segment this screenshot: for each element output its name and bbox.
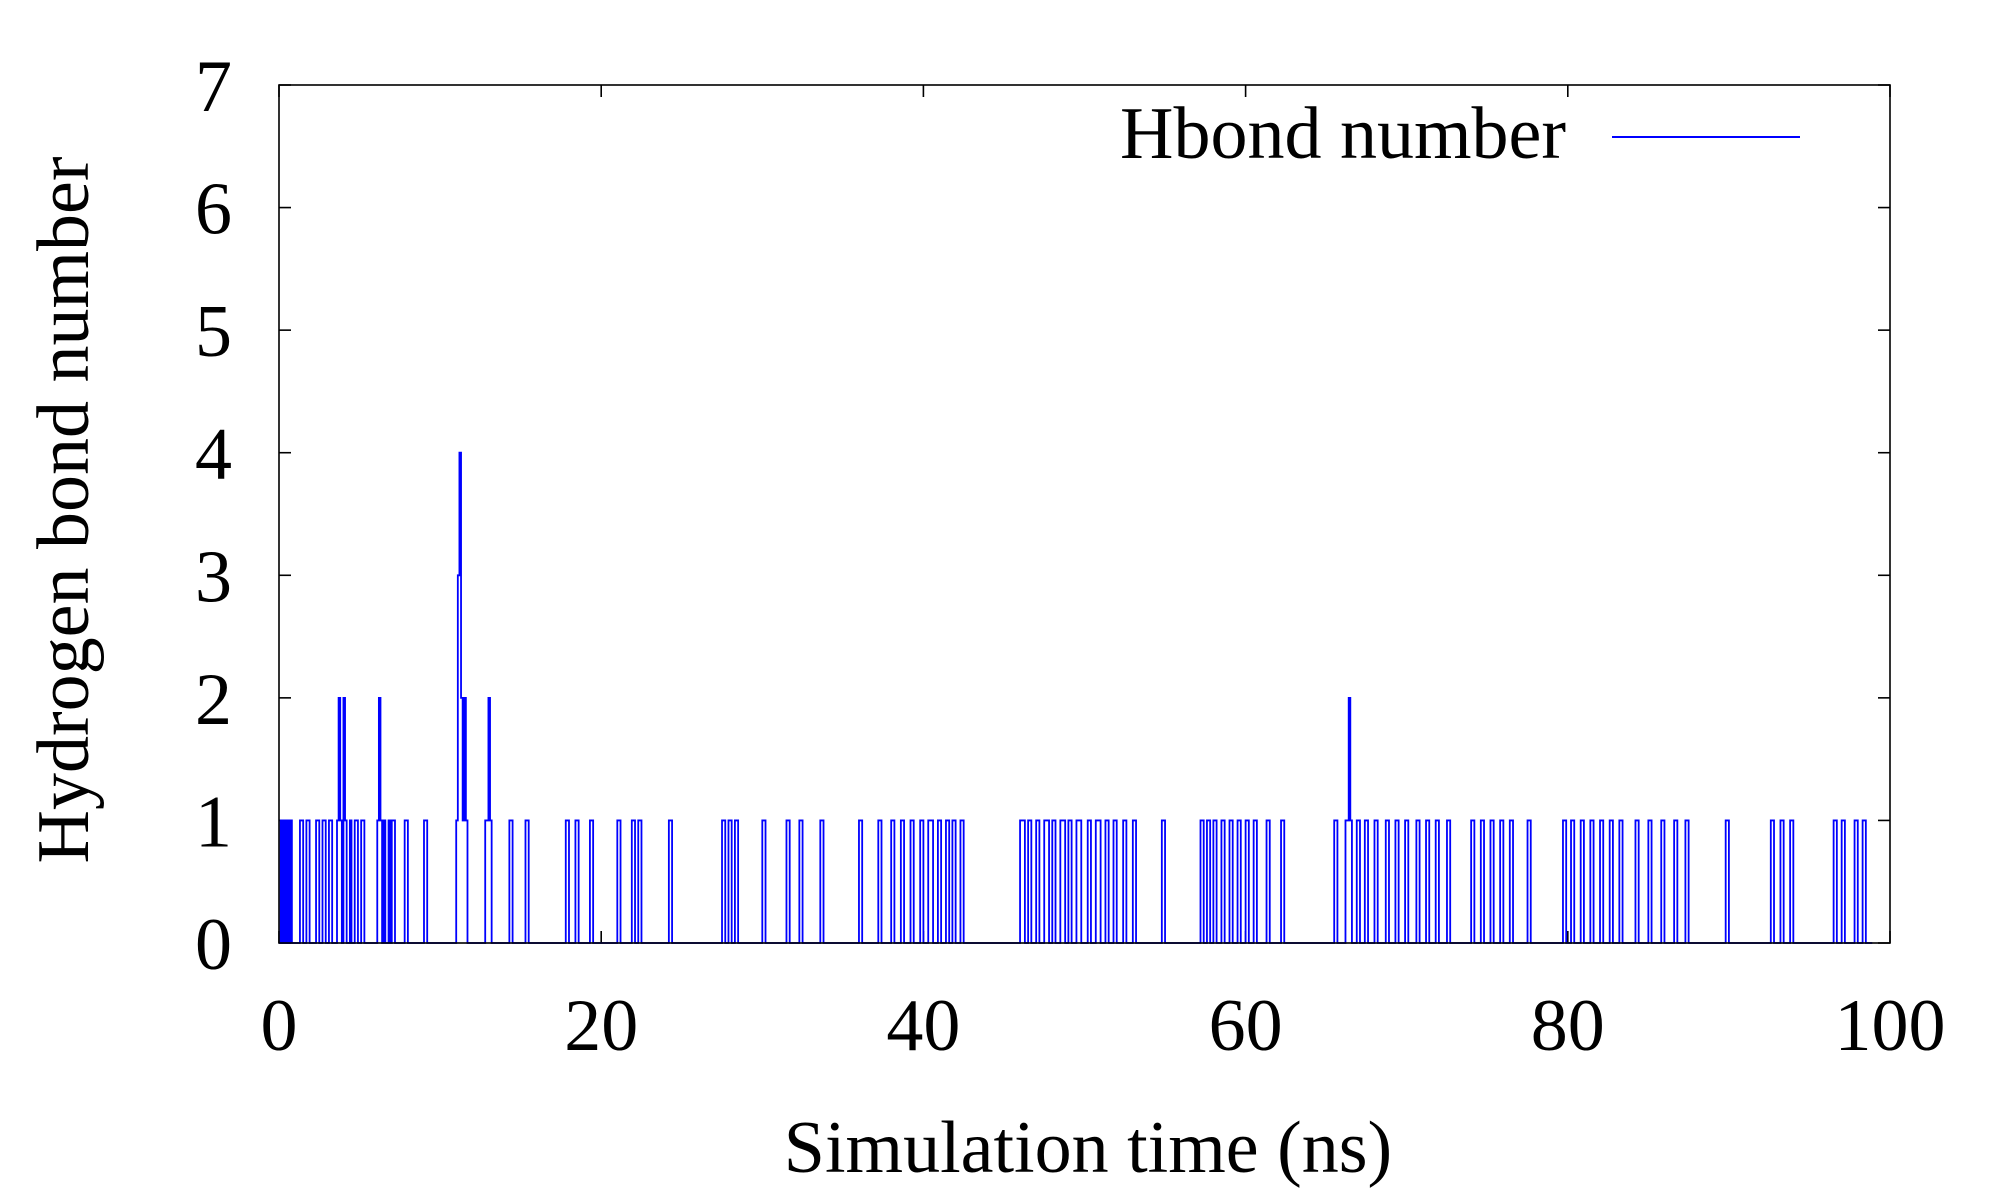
series-line-hbond-number [279, 451, 1873, 944]
x-tick-label: 20 [564, 985, 638, 1067]
y-tick-labels: 0 1 2 3 4 5 6 7 [195, 46, 232, 986]
x-tick-label: 60 [1209, 985, 1283, 1067]
x-tick-label: 0 [261, 985, 298, 1067]
y-tick-label: 3 [195, 536, 232, 618]
y-tick-label: 0 [195, 904, 232, 986]
y-tick-label: 6 [195, 169, 232, 251]
plot-frame [278, 84, 1891, 944]
y-tick-label: 4 [195, 414, 232, 496]
y-tick-label: 1 [195, 781, 232, 863]
x-tick-label: 80 [1531, 985, 1605, 1067]
y-tick-label: 7 [195, 46, 232, 128]
x-axis-title: Simulation time (ns) [784, 1107, 1392, 1189]
y-tick-label: 5 [195, 291, 232, 373]
x-tick-label: 40 [886, 985, 960, 1067]
legend: Hbond number [1120, 93, 1800, 175]
y-axis-title: Hydrogen bond number [23, 157, 105, 864]
x-tick-label: 100 [1835, 985, 1946, 1067]
x-tick-labels: 0 20 40 60 80 100 [261, 985, 1946, 1067]
plot-area [279, 451, 1873, 944]
y-tick-label: 2 [195, 659, 232, 741]
legend-label: Hbond number [1120, 93, 1566, 175]
